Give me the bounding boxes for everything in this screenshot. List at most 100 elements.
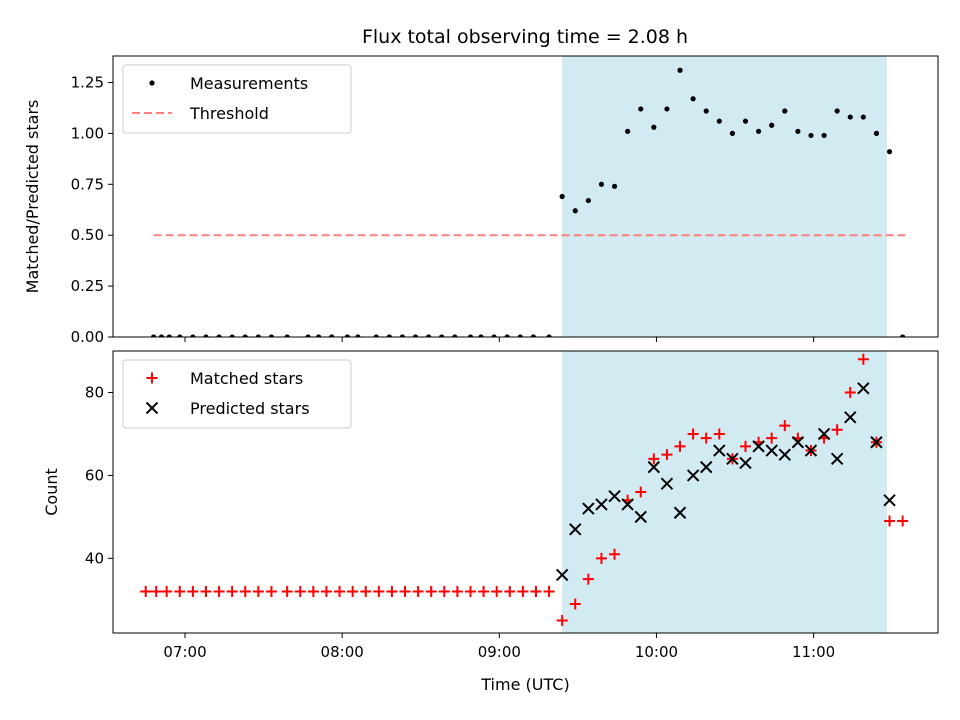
matched-star-point [265,586,277,598]
predicted-star-point [830,452,844,466]
matched-star-point [425,586,437,598]
matched-star-point [661,449,673,461]
measurement-point [504,334,510,337]
measurement-point [166,334,172,337]
predicted-star-point [686,469,700,482]
legend: Measurements Threshold [122,64,352,134]
y-axis-label: Count [42,468,61,516]
y-tick-label: 0.75 [71,175,104,193]
matched-star-point [687,428,699,440]
measurement-point [315,334,322,337]
measurement-point [821,132,827,139]
measurement-point [664,106,670,112]
measurement-point [439,334,445,337]
matched-star-point [347,586,359,598]
predicted-star-point [752,440,765,453]
measurement-point [546,334,552,337]
measurement-point [847,114,853,120]
measurement-point [158,334,165,337]
measurement-point [651,124,657,130]
measurement-point [452,334,458,337]
predicted-star-point [608,489,621,503]
matched-star-point [857,353,869,365]
measurement-point [808,132,814,139]
measurement-point [242,334,248,337]
legend-box [122,64,352,134]
predicted-star-point [569,523,582,536]
predicted-star-point [634,510,647,524]
predicted-star-point [595,498,608,511]
measurement-point [329,334,335,337]
measurement-point [769,122,775,128]
y-tick-label: 1.25 [71,73,104,91]
matched-star-point [740,440,751,452]
measurement-point [755,128,762,134]
predicted-star-point [870,436,883,449]
matched-star-point [543,586,555,598]
chart-title: Flux total observing time = 2.08 h [362,26,688,48]
measurement-point [203,334,209,337]
matched-star-point [491,586,503,598]
matched-star-point [674,440,686,452]
predicted-star-point [844,411,857,424]
data-layer [150,67,906,337]
predicted-star-point [647,460,661,474]
legend-label: Predicted stars [190,399,310,418]
matched-star-point [187,586,199,598]
matched-star-point [412,586,424,598]
matched-star-point [200,586,212,598]
predicted-star-point [700,460,713,474]
measurement-point [834,108,840,114]
measurement-point [860,114,866,120]
legend: Matched stars Predicted stars [122,359,352,429]
count-panel: 40 60 80 07:00 08:00 09:00 10:00 11:00 Count Time… [42,350,939,694]
legend-label: Threshold [189,104,269,123]
matched-star-point [700,432,712,444]
measurement-point [585,197,591,204]
matched-star-point [320,586,332,598]
matched-star-point [582,573,594,585]
matched-star-point [884,515,896,527]
matched-star-point [438,586,450,598]
measurement-point [386,334,392,337]
predicted-star-point [778,448,791,461]
matched-star-point [386,586,398,598]
matched-star-point [897,515,909,527]
measurement-point [598,181,605,187]
measurement-point [150,334,157,337]
x-axis-label: Time (UTC) [480,675,569,694]
matched-star-point [595,552,607,564]
matched-star-point [478,586,490,598]
measurement-point [491,334,497,337]
predicted-star-point [883,494,896,507]
measurement-point [572,208,578,214]
legend-predicted-marker [145,401,159,415]
matched-star-point [609,548,621,560]
y-tick-label: 60 [85,466,104,484]
y-tick-label: 0.00 [71,328,104,346]
legend-label: Measurements [190,74,308,93]
matched-star-point [150,586,162,598]
matched-star-point [713,428,725,440]
predicted-star-point [765,444,778,457]
matched-star-point [517,586,529,598]
y-tick-label: 80 [85,383,104,401]
measurement-point [873,130,880,136]
measurement-point [729,130,736,136]
predicted-star-point [555,568,569,582]
matched-star-point [399,586,411,598]
matched-star-point [174,586,186,598]
matched-star-point [307,586,319,598]
measurement-point [478,334,484,337]
matched-star-point [844,386,856,398]
y-tick-label: 0.25 [71,277,104,295]
ratio-panel: 0.00 0.25 0.50 0.75 1.00 1.25 Matched/Predicte… [23,55,939,346]
measurement-point [530,334,536,337]
measurement-point [677,67,683,73]
predicted-star-point [660,477,674,490]
measurement-point [559,193,565,200]
predicted-star-point [791,436,805,449]
matched-star-point [569,598,581,610]
y-axis-label: Matched/Predicted stars [23,100,42,294]
